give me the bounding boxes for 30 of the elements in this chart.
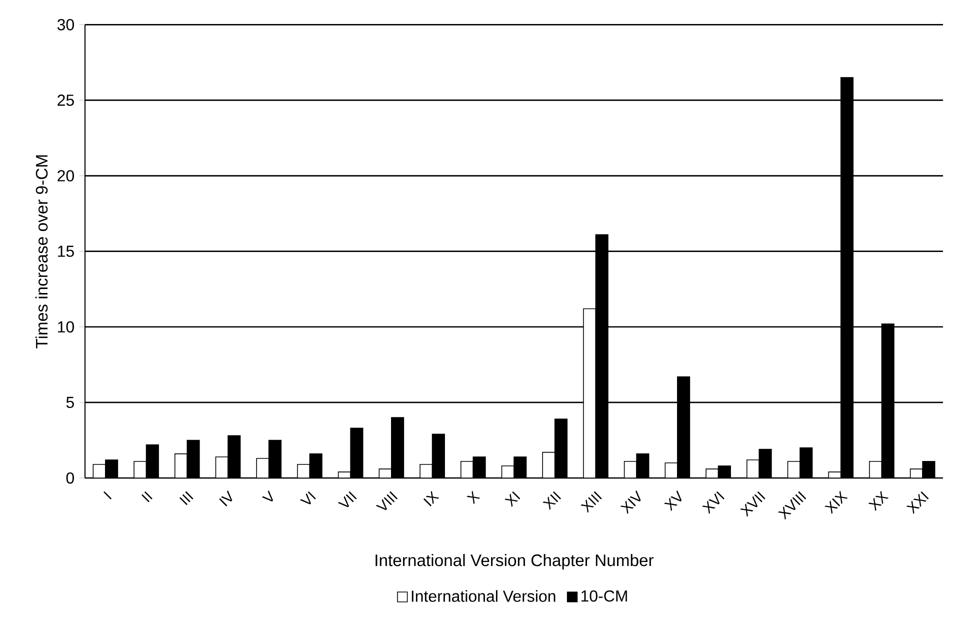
x-tick-label: V: [262, 490, 274, 502]
y-axis-title: Times increase over 9-CM: [35, 155, 48, 348]
y-tick-label: 15: [58, 246, 74, 257]
x-tick-label: XVI: [702, 491, 724, 514]
legend-label: International Version: [412, 590, 556, 602]
y-tick-label: 20: [58, 170, 74, 182]
x-tick-label: XV: [664, 490, 682, 512]
y-tick-label: 5: [66, 396, 74, 408]
x-tick-label: VI: [300, 491, 316, 504]
y-tick-label: 10: [58, 321, 74, 333]
x-tick-label: IX: [423, 490, 440, 506]
y-tick-label: 30: [57, 19, 74, 30]
x-tick-label: XIII: [580, 491, 602, 513]
x-tick-label: XX: [868, 490, 889, 512]
x-tick-label: II: [141, 491, 152, 502]
x-tick-label: III: [179, 491, 194, 506]
x-tick-label: XI: [504, 491, 520, 508]
x-tick-label: VII: [338, 491, 357, 508]
x-tick-label: XIX: [824, 490, 848, 514]
x-axis-title: International Version Chapter Number: [376, 554, 654, 570]
legend-label: 10-CM: [581, 590, 627, 602]
x-tick-label: XIV: [620, 490, 641, 514]
x-tick-label: IV: [219, 490, 232, 506]
y-tick-label: 0: [66, 472, 74, 484]
x-tick-label: VIII: [376, 491, 398, 510]
x-tick-label: XII: [542, 491, 562, 510]
x-tick-label: X: [466, 490, 480, 504]
x-tick-label: XXI: [906, 491, 929, 514]
y-tick-label: 25: [58, 94, 74, 106]
x-tick-label: I: [104, 491, 112, 500]
